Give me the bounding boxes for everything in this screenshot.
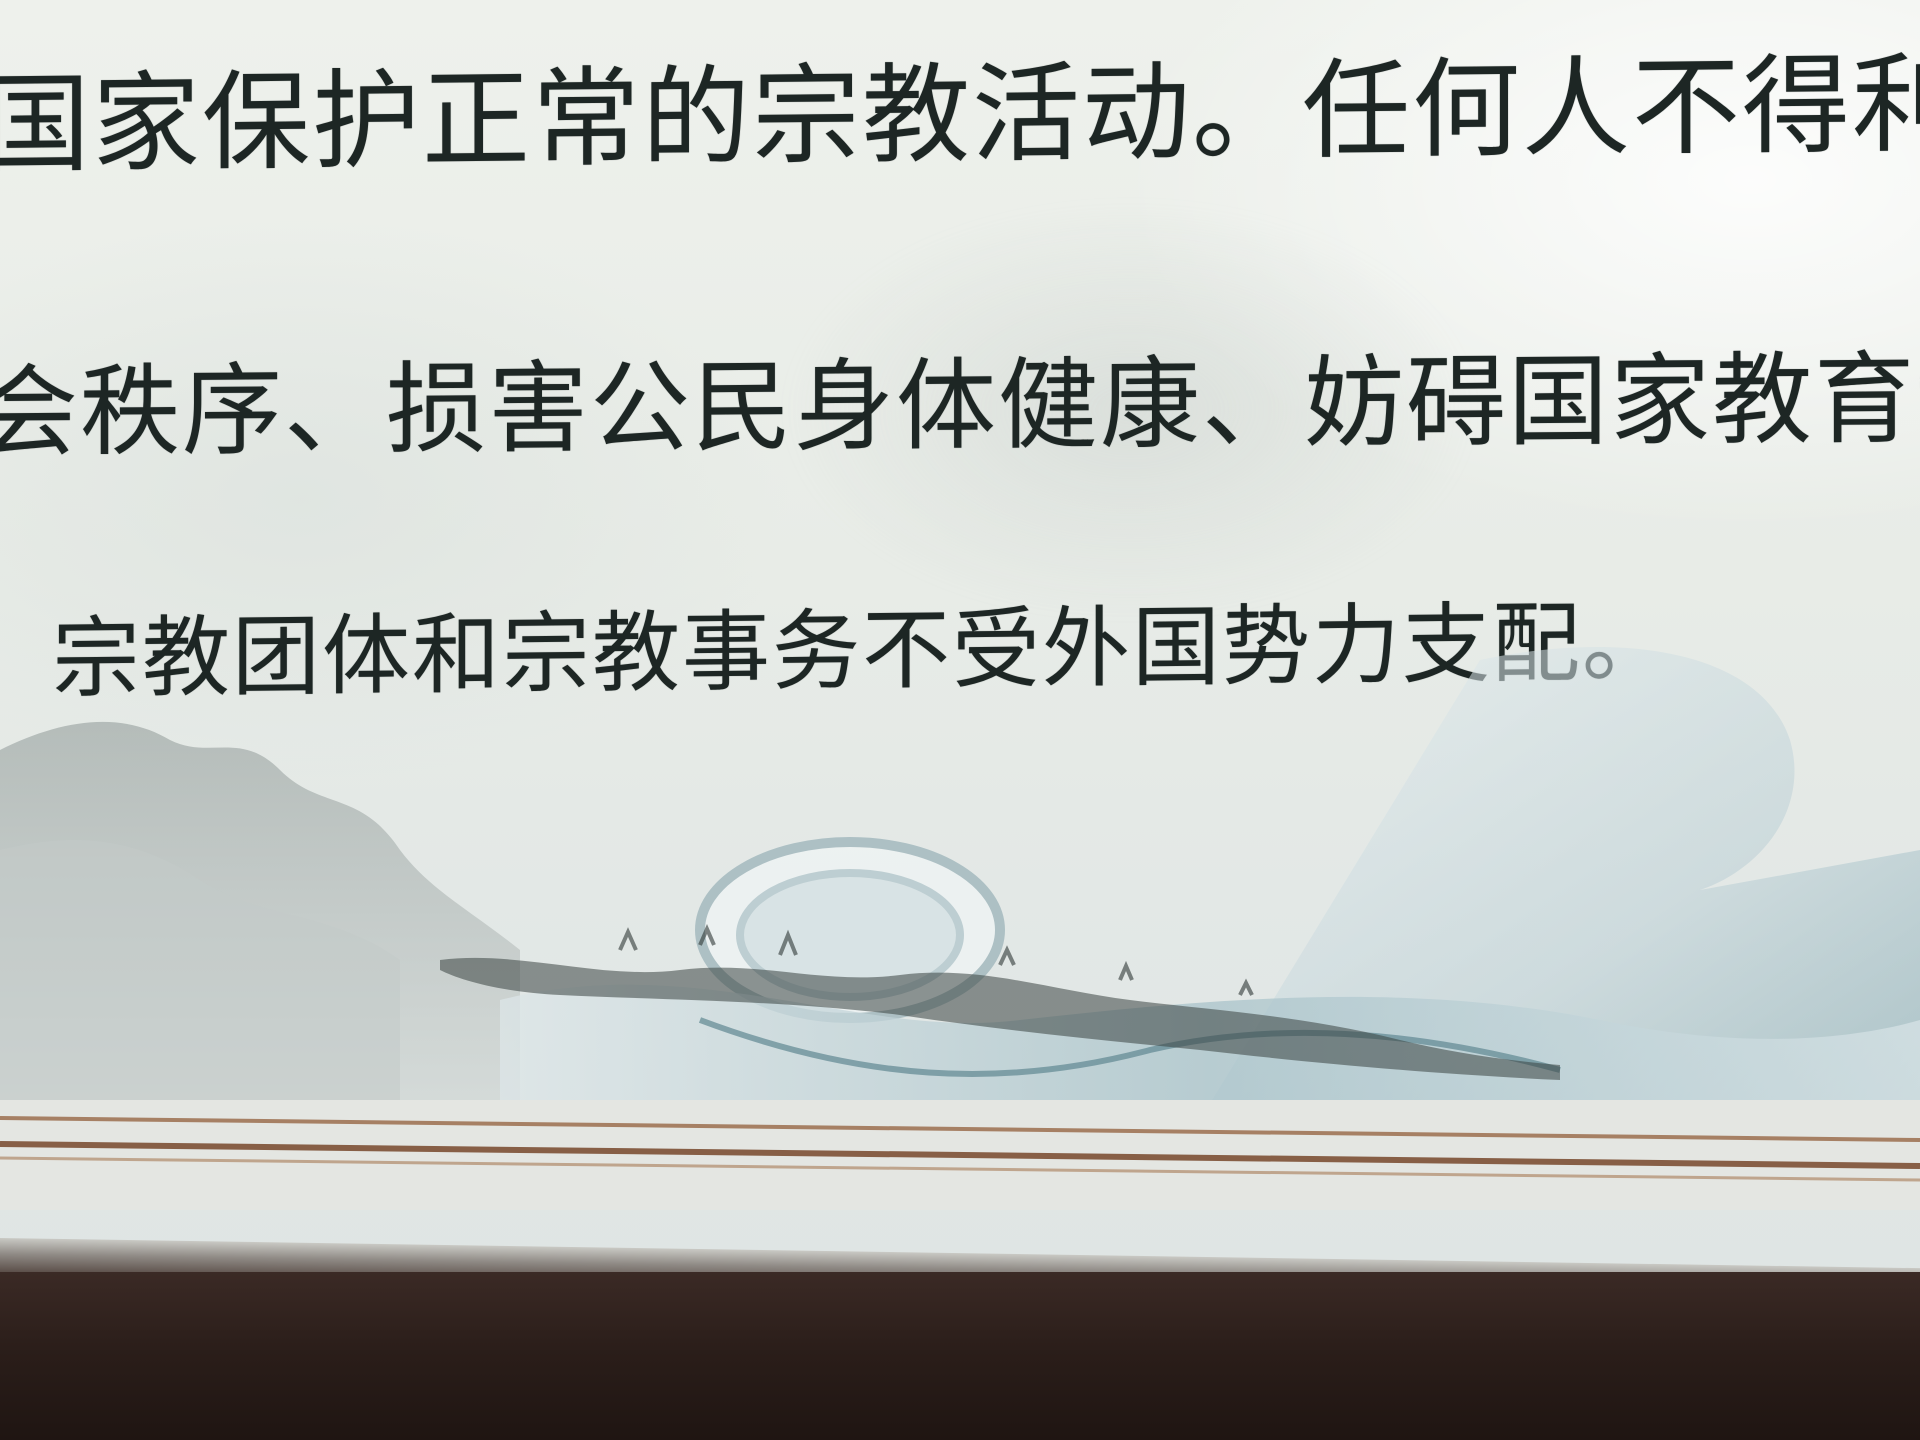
display-frame bbox=[0, 1272, 1920, 1440]
poster-text-line-1: 国家保护正常的宗教活动。任何人不得利 bbox=[0, 42, 1920, 189]
decorative-border-stripes bbox=[0, 1100, 1920, 1210]
glass-reflection bbox=[780, 200, 1480, 620]
ink-landscape-scroll-illustration bbox=[0, 646, 1920, 1120]
poster-board: 国家保护正常的宗教活动。任何人不得利 会秩序、损害公民身体健康、妨碍国家教育制 … bbox=[0, 0, 1920, 1270]
poster-text-line-2: 会秩序、损害公民身体健康、妨碍国家教育制 bbox=[0, 339, 1920, 472]
